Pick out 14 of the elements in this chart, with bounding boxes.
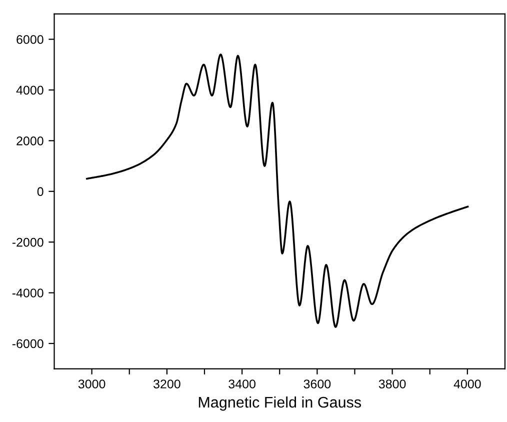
x-tick-label: 3400 [228, 380, 256, 388]
x-tick-label: 3200 [154, 380, 180, 388]
y-tick-label: 6000 [16, 35, 44, 44]
x-tick-label: 4000 [454, 380, 481, 388]
y-tick-label: 2000 [16, 136, 44, 146]
x-tick-label: 3000 [78, 380, 106, 388]
x-tick-label: 3800 [378, 380, 406, 388]
y-tick-label: -2000 [12, 238, 44, 247]
y-tick-label: 4000 [16, 86, 44, 95]
y-tick-label: -4000 [12, 288, 44, 298]
y-tick-label: 0 [37, 187, 44, 196]
x-tick-label: 3600 [304, 380, 331, 388]
x-axis-title: Magnetic Field in Gauss [198, 396, 362, 411]
y-tick-label: -6000 [12, 339, 44, 348]
